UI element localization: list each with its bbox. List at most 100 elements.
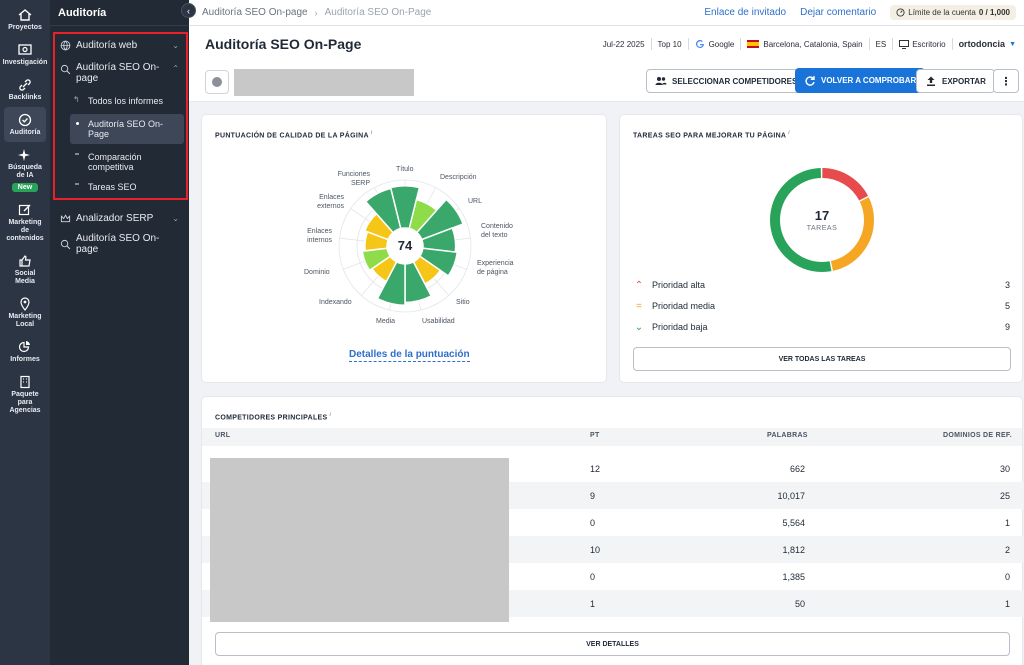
radar-label-experiencia: Experiencia de página xyxy=(477,260,514,276)
double-chevron-down-icon: ⌄ xyxy=(634,321,644,333)
edit-icon xyxy=(18,204,31,216)
donut-segment-1[interactable] xyxy=(770,168,874,272)
chevron-down-icon: ⌄ xyxy=(172,40,179,50)
link-icon xyxy=(19,79,31,91)
caret-down-icon[interactable]: ▼ xyxy=(1009,40,1016,48)
radar-segment-0[interactable] xyxy=(389,185,421,230)
radar-label-contenido: Contenido del texto xyxy=(481,223,513,239)
cell-pt: 9 xyxy=(590,491,596,501)
column-header-palabras[interactable]: PALABRAS xyxy=(767,432,808,439)
redacted-url xyxy=(234,69,414,96)
table-row[interactable]: 12 662 30 xyxy=(202,455,1023,482)
top-bar: Auditoría SEO On-page › Auditoría SEO On… xyxy=(189,0,1024,26)
page-quality-card: PUNTUACIÓN DE CALIDAD DE LA PÁGINA i Títu… xyxy=(201,114,607,383)
breadcrumb-item[interactable]: Auditoría SEO On-page xyxy=(202,7,308,18)
sidebar-subitem-todos-informes[interactable]: ↰ Todos los informes xyxy=(73,95,164,106)
rail-item-marketing-local[interactable]: Marketing Local xyxy=(0,291,50,334)
thumbs-up-icon xyxy=(19,255,31,267)
radar-segment-2[interactable] xyxy=(415,198,465,241)
rail-item-auditoria[interactable]: Auditoría xyxy=(4,107,46,142)
seo-tasks-card: TAREAS SEO PARA MEJORAR TU PÁGINA i 17 TA… xyxy=(619,114,1023,383)
export-button[interactable]: EXPORTAR xyxy=(916,69,995,93)
priority-row-medium[interactable]: = Prioridad media 5 xyxy=(633,299,1010,313)
account-limit-badge[interactable]: Límite de la cuenta 0 / 1,000 xyxy=(890,5,1016,20)
search-icon xyxy=(60,239,71,249)
back-arrow-icon: ↰ xyxy=(73,95,80,104)
building-icon xyxy=(20,375,30,389)
gauge-icon xyxy=(896,8,905,17)
cell-words: 1,385 xyxy=(782,572,805,582)
donut-segment-2[interactable] xyxy=(770,168,874,272)
radar-center xyxy=(388,229,422,263)
radar-label-usabilidad: Usabilidad xyxy=(422,318,455,325)
radar-segment-12[interactable] xyxy=(364,187,402,234)
rail-item-marketing-contenidos[interactable]: Marketing de contenidos xyxy=(0,197,50,248)
cell-words: 5,564 xyxy=(782,518,805,528)
research-icon xyxy=(18,44,32,55)
comment-link[interactable]: Dejar comentario xyxy=(800,7,877,18)
view-all-tasks-button[interactable]: VER TODAS LAS TAREAS xyxy=(633,347,1011,371)
collapse-sidebar-button[interactable]: ‹ xyxy=(181,3,196,18)
report-language: ES xyxy=(875,39,887,49)
sidebar-group-analizador-serp[interactable]: Analizador SERP ⌄ xyxy=(50,208,189,228)
equals-icon: = xyxy=(636,300,642,312)
radar-label-media: Media xyxy=(376,318,396,325)
more-options-button[interactable]: ⋮ xyxy=(993,69,1019,93)
cell-pt: 0 xyxy=(590,518,596,528)
report-date: Jul-22 2025 xyxy=(602,39,645,49)
rail-item-paquete-agencias[interactable]: Paquete para Agencias xyxy=(0,369,50,420)
recheck-button[interactable]: VOLVER A COMPROBAR xyxy=(795,68,926,93)
view-details-button[interactable]: VER DETALLES xyxy=(215,632,1010,656)
rail-item-investigacion[interactable]: Investigación xyxy=(0,37,50,72)
competitors-card-title: COMPETIDORES PRINCIPALES i xyxy=(215,412,332,422)
radar-label-enlaces-externos: Enlaces externos xyxy=(317,194,344,210)
radar-segment-7[interactable] xyxy=(376,260,406,307)
radar-label-titulo: Título xyxy=(396,166,414,173)
cell-refs: 2 xyxy=(1004,545,1010,555)
desktop-icon xyxy=(899,39,910,49)
double-chevron-up-icon: ⌃ xyxy=(634,279,644,291)
tasks-total: 17 xyxy=(814,208,830,223)
invite-link[interactable]: Enlace de invitado xyxy=(704,7,787,18)
sidebar-group-auditoria-web[interactable]: Auditoría web ⌄ xyxy=(50,34,189,56)
radar-label-descripcion: Descripción xyxy=(440,174,477,181)
chevron-down-icon: ⌄ xyxy=(172,213,179,223)
radar-label-funciones-serp: Funciones SERP xyxy=(337,171,370,187)
breadcrumb-current: Auditoría SEO On-Page xyxy=(324,7,432,18)
chevron-right-icon: › xyxy=(314,7,318,18)
column-header-dominios[interactable]: DOMINIOS DE REF. xyxy=(943,432,1012,439)
rail-item-busqueda-ia[interactable]: Búsqueda de IA New xyxy=(0,142,50,197)
radar-segment-9[interactable] xyxy=(361,247,392,272)
priority-row-low[interactable]: ⌄ Prioridad baja 9 xyxy=(634,321,1010,333)
cell-refs: 1 xyxy=(1004,599,1010,609)
info-icon: i xyxy=(329,412,332,418)
project-selector[interactable]: ortodoncia xyxy=(958,39,1006,49)
rail-item-social-media[interactable]: Social Media xyxy=(0,248,50,291)
sidebar-subitem-comparacion[interactable]: Comparación competitiva xyxy=(50,146,170,176)
table-row[interactable]: 0 5,564 1 xyxy=(202,509,1023,536)
sidebar-subitem-tareas-seo[interactable]: Tareas SEO xyxy=(50,176,189,196)
column-header-url[interactable]: URL xyxy=(215,432,231,439)
top-competitors-card: COMPETIDORES PRINCIPALES i URL PT PALABRA… xyxy=(201,396,1023,665)
search-engine: Google xyxy=(708,39,735,49)
column-header-pt[interactable]: PT xyxy=(590,432,600,439)
users-icon xyxy=(655,77,667,85)
favicon xyxy=(205,70,229,94)
sidebar-group-auditoria-seo[interactable]: Auditoría SEO On-page ⌃ xyxy=(50,56,189,86)
table-row[interactable]: 0 1,385 0 xyxy=(202,563,1023,590)
select-competitors-button[interactable]: SELECCIONAR COMPETIDORES xyxy=(646,69,807,93)
score-value: 74 xyxy=(397,238,413,253)
report-location: Barcelona, Catalonia, Spain xyxy=(763,39,863,49)
icon-rail: Proyectos Investigación Backlinks Audito… xyxy=(0,0,50,665)
sidebar-subitem-auditoria-seo-onpage[interactable]: Auditoría SEO On-Page xyxy=(70,114,184,144)
rail-item-informes[interactable]: Informes xyxy=(0,334,50,369)
rail-item-backlinks[interactable]: Backlinks xyxy=(0,72,50,107)
cell-pt: 10 xyxy=(590,545,601,555)
priority-row-high[interactable]: ⌃ Prioridad alta 3 xyxy=(634,279,1010,291)
radar-segment-4[interactable] xyxy=(418,247,459,277)
sidebar-group-auditoria-seo-onpage-2[interactable]: Auditoría SEO On-page xyxy=(50,233,189,255)
rail-item-proyectos[interactable]: Proyectos xyxy=(0,0,50,37)
sparkle-icon xyxy=(18,149,30,161)
report-meta: Jul-22 2025 Top 10 Google Barcelona, Cat… xyxy=(603,38,1024,50)
score-details-link[interactable]: Detalles de la puntuación xyxy=(349,349,470,362)
